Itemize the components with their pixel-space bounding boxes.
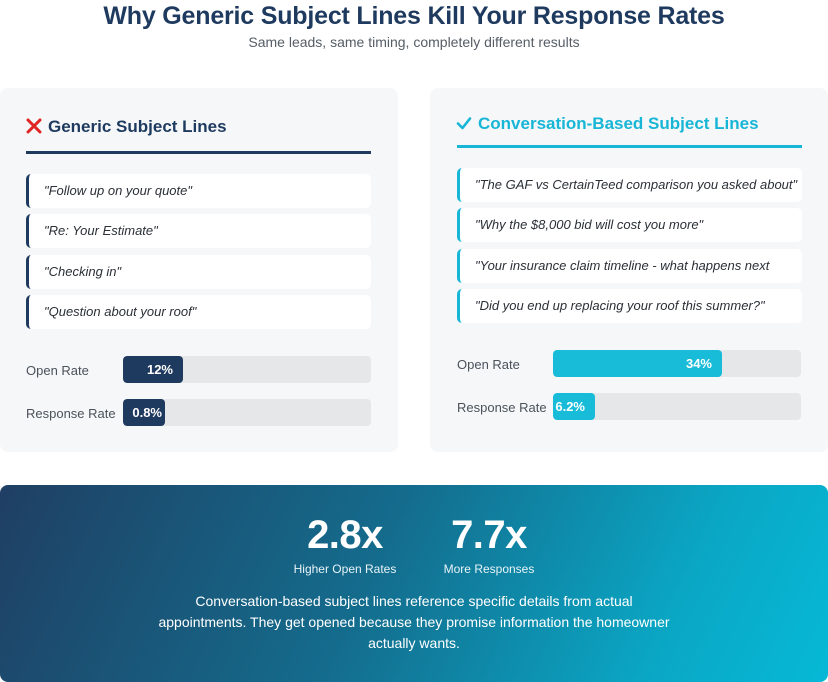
conversation-open-rate-label: Open Rate — [457, 357, 520, 372]
generic-open-rate-track: 12% — [123, 356, 371, 383]
conversation-quote: "Why the $8,000 bid will cost you more" — [457, 208, 802, 242]
conversation-heading: Conversation-Based Subject Lines — [456, 114, 759, 134]
page-subtitle: Same leads, same timing, completely diff… — [248, 34, 580, 50]
summary-text: Conversation-based subject lines referen… — [158, 593, 670, 651]
conversation-response-rate-value: 6.2% — [555, 399, 585, 414]
generic-divider — [26, 151, 371, 154]
conversation-response-rate-track: 6.2% — [553, 393, 801, 420]
conversation-response-rate-bar: 6.2% — [553, 393, 595, 420]
generic-open-rate-value: 12% — [146, 362, 173, 377]
response-multiplier: 7.7x More Responses — [436, 513, 542, 576]
page-title: Why Generic Subject Lines Kill Your Resp… — [103, 2, 725, 30]
open-rate-multiplier-value: 2.8x — [307, 513, 383, 557]
conversation-quote: "Did you end up replacing your roof this… — [457, 289, 802, 323]
open-rate-multiplier: 2.8x Higher Open Rates — [284, 513, 406, 576]
summary-banner — [0, 485, 828, 682]
generic-quote: "Checking in" — [26, 255, 371, 289]
generic-response-rate-bar: 0.8% — [123, 399, 165, 426]
generic-open-rate-label: Open Rate — [26, 363, 89, 378]
generic-response-rate-track: 0.8% — [123, 399, 371, 426]
generic-response-rate-value: 0.8% — [132, 405, 162, 420]
response-multiplier-value: 7.7x — [451, 513, 527, 557]
conversation-open-rate-track: 34% — [553, 350, 801, 377]
generic-open-rate-bar: 12% — [123, 356, 183, 383]
x-icon — [26, 118, 44, 137]
generic-response-rate-label: Response Rate — [26, 406, 116, 421]
response-multiplier-caption: More Responses — [443, 562, 535, 576]
conversation-quote: "The GAF vs CertainTeed comparison you a… — [457, 168, 802, 202]
check-icon — [456, 115, 474, 134]
conversation-open-rate-value: 34% — [685, 356, 712, 371]
generic-quote: "Re: Your Estimate" — [26, 214, 371, 248]
conversation-open-rate-bar: 34% — [553, 350, 722, 377]
generic-heading-label: Generic Subject Lines — [48, 117, 227, 136]
conversation-heading-label: Conversation-Based Subject Lines — [478, 114, 759, 133]
conversation-quote: "Your insurance claim timeline - what ha… — [457, 249, 802, 307]
conversation-response-rate-label: Response Rate — [457, 400, 547, 415]
generic-quote: "Follow up on your quote" — [26, 174, 371, 208]
conversation-divider — [457, 145, 802, 148]
generic-quote: "Question about your roof" — [26, 295, 371, 329]
generic-heading: Generic Subject Lines — [26, 117, 227, 137]
open-rate-multiplier-caption: Higher Open Rates — [293, 562, 397, 576]
